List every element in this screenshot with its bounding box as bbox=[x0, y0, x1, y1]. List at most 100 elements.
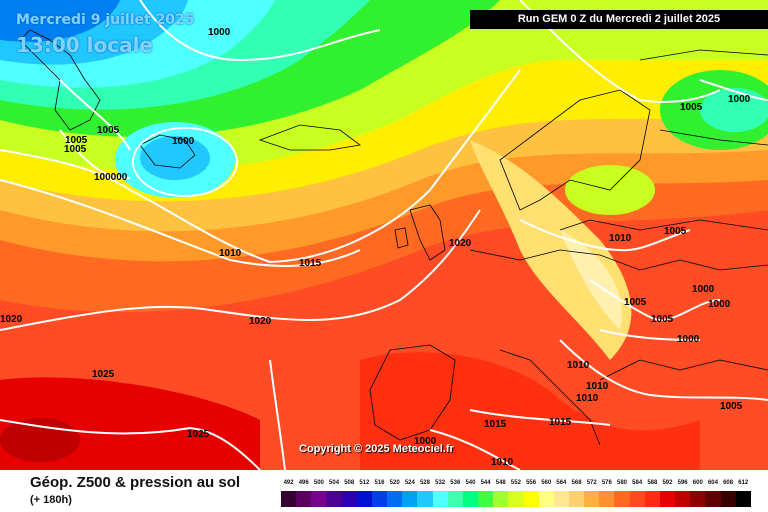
legend-label: 496 bbox=[298, 480, 309, 486]
legend-swatch bbox=[371, 491, 388, 507]
legend-label: 532 bbox=[435, 480, 446, 486]
isobar-label: 1000 bbox=[728, 94, 751, 105]
legend-swatch bbox=[690, 491, 706, 507]
legend-label: 556 bbox=[526, 480, 537, 486]
isobar-label: 1005 bbox=[97, 125, 120, 136]
hot-core bbox=[0, 418, 80, 462]
legend-swatch bbox=[387, 491, 403, 507]
legend-label: 552 bbox=[510, 480, 521, 486]
legend-swatch bbox=[356, 491, 372, 507]
isobar-label: 1025 bbox=[92, 369, 115, 380]
forecast-date: Mercredi 9 juillet 2025 bbox=[16, 12, 195, 28]
isobar-label: 1000 bbox=[677, 334, 700, 345]
legend-label: 580 bbox=[617, 480, 628, 486]
isobar-label: 1010 bbox=[567, 360, 590, 371]
isobar-label: 1005 bbox=[64, 144, 87, 155]
legend-label: 528 bbox=[419, 480, 430, 486]
legend-label: 576 bbox=[601, 480, 612, 486]
legend-swatch bbox=[417, 491, 433, 507]
legend-swatch bbox=[720, 491, 736, 507]
legend-swatch bbox=[568, 491, 585, 507]
isobar-label: 1010 bbox=[576, 393, 599, 404]
isobar-label: 1010 bbox=[609, 233, 632, 244]
legend-swatch bbox=[296, 491, 312, 507]
legend-label: 604 bbox=[707, 480, 718, 486]
isobar-label: 1015 bbox=[549, 417, 572, 428]
isobar-label: 1000 bbox=[414, 436, 437, 447]
legend-swatch bbox=[281, 491, 297, 507]
ne-mint bbox=[700, 88, 768, 132]
legend-swatch bbox=[553, 491, 569, 507]
isobar-label: 1020 bbox=[0, 314, 23, 325]
legend-label: 584 bbox=[632, 480, 643, 486]
run-info: Run GEM 0 Z du Mercredi 2 juillet 2025 bbox=[470, 10, 768, 29]
legend-swatch bbox=[599, 491, 615, 507]
legend-label: 568 bbox=[571, 480, 582, 486]
legend-swatch bbox=[432, 491, 448, 507]
legend-labels: 492 496 500 504 508 512 516 520 524 528 532 536 540 5… bbox=[281, 478, 751, 488]
legend-label: 536 bbox=[450, 480, 461, 486]
isobar-label: 1000 bbox=[172, 136, 195, 147]
legend-swatch bbox=[584, 491, 600, 507]
legend-swatch bbox=[402, 491, 418, 507]
legend-label: 540 bbox=[465, 480, 476, 486]
isobar-label: 1005 bbox=[65, 135, 88, 146]
forecast-time: 13:00 locale bbox=[16, 33, 153, 57]
isobar-label: 1000 bbox=[692, 284, 715, 295]
legend-label: 492 bbox=[283, 480, 294, 486]
coastlines bbox=[19, 29, 768, 446]
legend-label: 500 bbox=[313, 480, 324, 486]
legend-swatch bbox=[675, 491, 691, 507]
legend-swatch bbox=[326, 491, 342, 507]
isobar-label: 100000 bbox=[94, 172, 128, 183]
isobar-label: 1020 bbox=[249, 316, 272, 327]
legend-swatch bbox=[735, 491, 751, 507]
isobar-label: 1010 bbox=[491, 457, 514, 468]
legend-swatch bbox=[447, 491, 463, 507]
weather-map: 1000 1005 1005 1005 1000 100000 1010 101… bbox=[0, 0, 768, 470]
legend-label: 612 bbox=[738, 480, 749, 486]
isobar-label: 1010 bbox=[219, 248, 242, 259]
isobar-label: 1025 bbox=[187, 429, 210, 440]
legend-label: 516 bbox=[374, 480, 385, 486]
low-sky-centre bbox=[140, 136, 210, 180]
legend-swatch bbox=[538, 491, 554, 507]
color-legend: 492 496 500 504 508 512 516 520 524 528 532 536 540 5… bbox=[281, 478, 751, 510]
legend-label: 572 bbox=[586, 480, 597, 486]
legend-label: 600 bbox=[692, 480, 703, 486]
legend-swatch bbox=[311, 491, 327, 507]
legend-label: 504 bbox=[329, 480, 340, 486]
isobars bbox=[0, 0, 768, 470]
legend-swatch bbox=[478, 491, 494, 507]
legend-swatch bbox=[705, 491, 721, 507]
legend-swatch bbox=[644, 491, 660, 507]
legend-label: 588 bbox=[647, 480, 658, 486]
legend-swatch bbox=[523, 491, 539, 507]
legend-swatch bbox=[629, 491, 645, 507]
plume-yellow bbox=[470, 140, 632, 360]
legend-label: 548 bbox=[495, 480, 506, 486]
isobar-label: 1015 bbox=[484, 419, 507, 430]
legend-swatch bbox=[462, 491, 479, 507]
isobar-label: 1005 bbox=[664, 226, 687, 237]
isobar-label: 1015 bbox=[299, 258, 322, 269]
legend-swatch bbox=[341, 491, 357, 507]
legend-swatches bbox=[281, 491, 751, 507]
copyright: Copyright © 2025 Meteociel.fr bbox=[299, 443, 454, 455]
isobar-label: 1005 bbox=[680, 102, 703, 113]
footer: Géop. Z500 & pression au sol (+ 180h) 49… bbox=[0, 470, 768, 512]
band-blue bbox=[0, 0, 120, 42]
mediterranean-red bbox=[360, 352, 700, 470]
legend-label: 560 bbox=[541, 480, 552, 486]
legend-swatch bbox=[614, 491, 630, 507]
legend-label: 608 bbox=[723, 480, 734, 486]
isobar-label: 1005 bbox=[720, 401, 743, 412]
isobar-label: 1005 bbox=[651, 314, 674, 325]
legend-label: 564 bbox=[556, 480, 567, 486]
legend-label: 520 bbox=[389, 480, 400, 486]
legend-label: 596 bbox=[677, 480, 688, 486]
isobar-label: 1010 bbox=[586, 381, 609, 392]
isobar-label: 1000 bbox=[708, 299, 731, 310]
isobar-label: 1005 bbox=[624, 297, 647, 308]
legend-swatch bbox=[493, 491, 509, 507]
